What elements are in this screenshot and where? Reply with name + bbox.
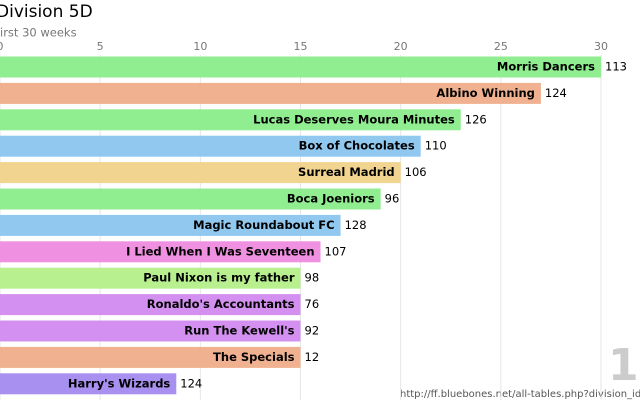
bar-end-number: 106 xyxy=(405,165,427,179)
bar xyxy=(0,214,341,236)
bar xyxy=(0,373,177,395)
bar-end-number: 110 xyxy=(425,139,447,153)
bar-label: Morris Dancers xyxy=(497,60,595,74)
week-counter: 1 xyxy=(608,340,639,391)
bar-label: Harry's Wizards xyxy=(68,376,171,390)
bar-label: The Specials xyxy=(213,350,295,364)
x-tick-label: 0 xyxy=(0,40,4,53)
source-url: http://ff.bluebones.net/all-tables.php?d… xyxy=(400,389,640,400)
chart-title: Division 5D xyxy=(0,2,93,22)
bar xyxy=(0,82,541,104)
bar-end-number: 124 xyxy=(545,86,567,100)
bar-end-number: 124 xyxy=(180,376,202,390)
bar xyxy=(0,162,401,184)
x-tick-label: 10 xyxy=(193,40,207,53)
bar xyxy=(0,109,461,131)
x-tick-label: 15 xyxy=(294,40,308,53)
bar xyxy=(0,320,301,342)
bar-label: Lucas Deserves Moura Minutes xyxy=(253,112,455,126)
bar-end-number: 98 xyxy=(305,271,320,285)
bar-end-number: 76 xyxy=(305,297,320,311)
x-tick-label: 20 xyxy=(394,40,408,53)
bar-end-number: 126 xyxy=(465,112,487,126)
bar xyxy=(0,294,301,316)
x-tick-label: 30 xyxy=(594,40,608,53)
bar-label: I Lied When I Was Seventeen xyxy=(126,244,314,258)
bar-end-number: 92 xyxy=(305,324,320,338)
bar xyxy=(0,56,601,78)
bar-label: Ronaldo's Accountants xyxy=(147,297,295,311)
chart-subtitle: irst 30 weeks xyxy=(0,26,77,40)
bar-label: Surreal Madrid xyxy=(298,165,395,179)
bar-label: Paul Nixon is my father xyxy=(143,271,295,285)
bar-label: Run The Kewell's xyxy=(184,324,294,338)
bar-label: Box of Chocolates xyxy=(299,139,415,153)
bar-end-number: 113 xyxy=(605,60,627,74)
bar xyxy=(0,135,421,157)
bar-label: Albino Winning xyxy=(436,86,534,100)
bar xyxy=(0,241,321,263)
x-tick-label: 25 xyxy=(494,40,508,53)
bar-label: Boca Joeniors xyxy=(287,192,375,206)
bar-end-number: 12 xyxy=(305,350,320,364)
bar xyxy=(0,346,301,368)
bar-end-number: 107 xyxy=(325,244,347,258)
bar-end-number: 96 xyxy=(385,192,400,206)
x-tick-label: 5 xyxy=(97,40,104,53)
bar xyxy=(0,188,381,210)
bar-label: Magic Roundabout FC xyxy=(193,218,334,232)
bar xyxy=(0,267,301,289)
bar-end-number: 128 xyxy=(345,218,367,232)
